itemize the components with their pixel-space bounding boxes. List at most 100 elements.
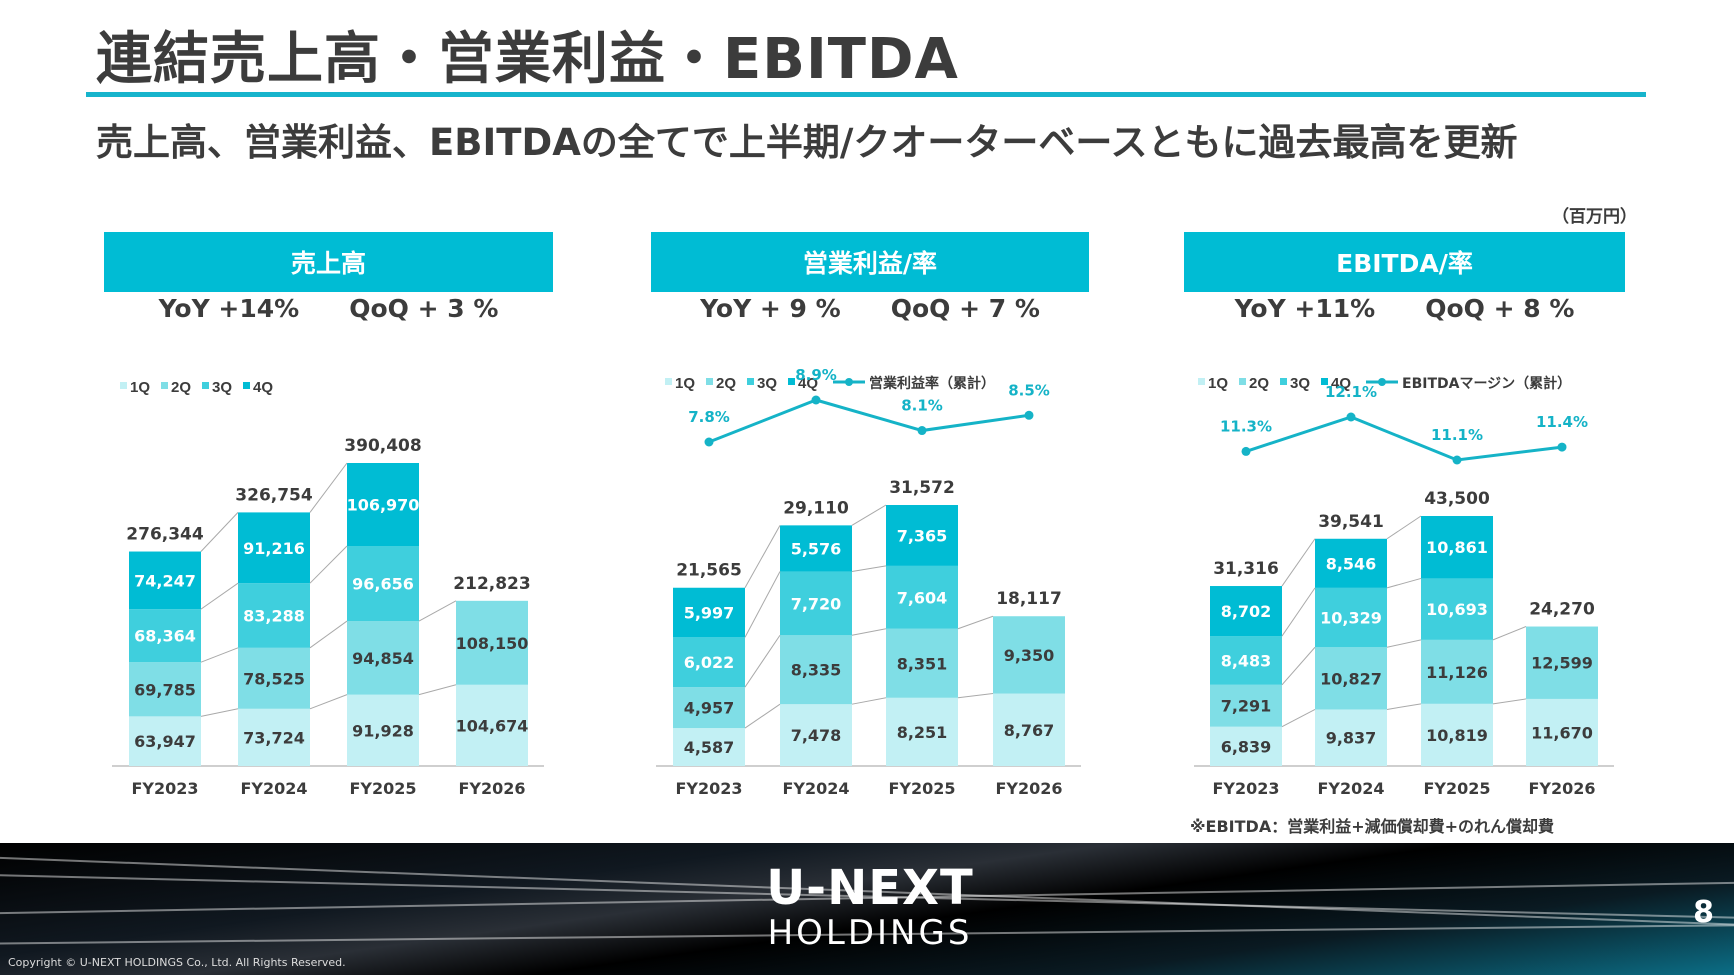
data-label-fy2024-4q: 91,216 <box>243 539 305 558</box>
bar-fy2024-4q <box>780 525 852 572</box>
x-tick-fy2024: FY2024 <box>240 779 307 798</box>
connector-line <box>851 697 887 705</box>
data-label-fy2023-1q: 63,947 <box>134 732 196 751</box>
legend-swatch-1q <box>1198 378 1205 385</box>
legend-swatch-2q <box>161 382 168 389</box>
bar-fy2025-4q <box>347 463 419 547</box>
copyright-text: Copyright © U-NEXT HOLDINGS Co., Ltd. Al… <box>8 956 346 969</box>
connector-line <box>418 684 457 696</box>
data-label-fy2025-2q: 11,126 <box>1426 663 1488 682</box>
panel-header-sales: 売上高 <box>104 232 553 292</box>
x-tick-fy2026: FY2026 <box>995 779 1062 798</box>
data-label-fy2023-4q: 5,997 <box>684 604 735 623</box>
bar-fy2024-2q <box>780 635 852 705</box>
operating-profit-chart: 1Q 2Q 3Q 4Q 営業利益率（累計） 4,587 4,957 6,022 5,997 21,… <box>656 366 1081 798</box>
legend-swatch-3q <box>1280 378 1287 385</box>
legend-label-margin: EBITDAマージン（累計） <box>1402 375 1571 392</box>
bar-fy2024-1q <box>780 704 852 766</box>
data-label-fy2024-2q: 78,525 <box>243 669 305 688</box>
data-label-fy2023-4q: 8,702 <box>1221 602 1272 621</box>
connector-line <box>744 703 781 729</box>
connector-line <box>1386 703 1422 710</box>
panel-ebitda: EBITDA/率 YoY +11% QoQ + 8 % <box>1184 232 1625 323</box>
panel-operating-profit: 営業利益/率 YoY + 9 % QoQ + 7 % <box>651 232 1089 323</box>
legend-line-marker <box>1378 378 1386 386</box>
legend-swatch-1q <box>120 382 127 389</box>
bar-fy2025-3q <box>347 546 419 622</box>
title-divider <box>86 92 1646 97</box>
x-tick-fy2025: FY2025 <box>349 779 416 798</box>
data-label-fy2026-2q: 9,350 <box>1004 646 1055 665</box>
qoq-ebitda: QoQ + 8 % <box>1425 294 1575 323</box>
bar-fy2023-3q <box>673 637 745 688</box>
bar-fy2023-4q <box>673 587 745 638</box>
connector-line <box>200 708 239 717</box>
data-label-fy2024-2q: 10,827 <box>1320 669 1382 688</box>
legend-label-4q: 4Q <box>1331 375 1351 392</box>
total-label-fy2026: 212,823 <box>453 574 530 594</box>
margin-line <box>1245 415 1563 462</box>
legend-swatch-3q <box>747 378 754 385</box>
total-label-fy2023: 31,316 <box>1213 559 1279 579</box>
logo-subtitle: HOLDINGS <box>767 913 973 953</box>
logo-wordmark: U-NEXT <box>766 860 974 916</box>
bar-fy2023-2q <box>1210 684 1282 727</box>
connector-line <box>200 647 239 663</box>
bar-fy2026-2q <box>1526 626 1598 699</box>
bar-fy2023-1q <box>129 716 201 766</box>
connector-line <box>309 620 348 649</box>
data-label-fy2024-4q: 5,576 <box>791 539 842 558</box>
bar-fy2023-3q <box>129 609 201 663</box>
margin-point-fy2023 <box>1241 446 1251 456</box>
legend-label-3q: 3Q <box>757 375 777 392</box>
data-label-fy2026-1q: 104,674 <box>456 716 529 735</box>
legend-swatch-2q <box>1239 378 1246 385</box>
legend-label-3q: 3Q <box>212 379 232 396</box>
panel-header-ebitda: EBITDA/率 <box>1184 232 1625 292</box>
data-label-fy2026-1q: 8,767 <box>1004 721 1055 740</box>
bar-fy2025-1q <box>1421 703 1493 766</box>
ebitda-footnote: ※EBITDA：営業利益+減価償却費+のれん償却費 <box>1190 817 1555 836</box>
growth-rates-operating-profit: YoY + 9 % QoQ + 7 % <box>651 294 1089 323</box>
x-tick-fy2024: FY2024 <box>1317 779 1384 798</box>
total-label-fy2024: 326,754 <box>235 485 313 505</box>
total-label-fy2023: 21,565 <box>676 561 742 581</box>
connector-line <box>744 634 781 688</box>
data-label-fy2026-2q: 12,599 <box>1531 654 1593 673</box>
connector-line <box>1386 515 1422 540</box>
legend-label-1q: 1Q <box>1208 375 1228 392</box>
legend-label-1q: 1Q <box>130 379 150 396</box>
data-label-fy2024-1q: 9,837 <box>1326 729 1377 748</box>
bar-fy2023-4q <box>1210 586 1282 637</box>
margin-point-fy2026 <box>1024 410 1034 420</box>
connector-line <box>957 693 994 699</box>
connector-line <box>418 600 457 622</box>
bar-fy2026-2q <box>993 616 1065 694</box>
ebitda-chart: 1Q 2Q 3Q 4Q EBITDAマージン（累計） 6,839 7,291 8,483 8,7… <box>1194 375 1614 798</box>
connector-line <box>957 615 994 630</box>
margin-point-fy2025 <box>1452 455 1462 465</box>
data-label-fy2024-1q: 73,724 <box>243 728 305 747</box>
data-label-fy2025-1q: 91,928 <box>352 721 414 740</box>
x-tick-fy2024: FY2024 <box>782 779 849 798</box>
margin-point-fy2023 <box>704 437 714 447</box>
legend-swatch-4q <box>788 378 795 385</box>
connector-line <box>1386 639 1422 648</box>
connector-line <box>851 628 887 636</box>
bar-fy2026-1q <box>1526 698 1598 766</box>
connector-line <box>1492 626 1527 641</box>
x-tick-fy2025: FY2025 <box>888 779 955 798</box>
data-label-fy2025-3q: 7,604 <box>897 588 948 607</box>
data-label-fy2025-4q: 7,365 <box>897 526 948 545</box>
connector-line <box>744 525 781 588</box>
connector-line <box>309 694 348 710</box>
data-label-fy2024-2q: 8,335 <box>791 661 842 680</box>
bar-fy2023-2q <box>673 687 745 729</box>
data-label-fy2025-4q: 10,861 <box>1426 538 1488 557</box>
legend-swatch-4q <box>1321 378 1328 385</box>
margin-label-fy2024: 8.9% <box>795 366 837 384</box>
bar-fy2025-4q <box>886 505 958 566</box>
yoy-operating-profit: YoY + 9 % <box>700 294 841 323</box>
connector-line <box>309 545 348 584</box>
data-label-fy2023-4q: 74,247 <box>134 571 196 590</box>
